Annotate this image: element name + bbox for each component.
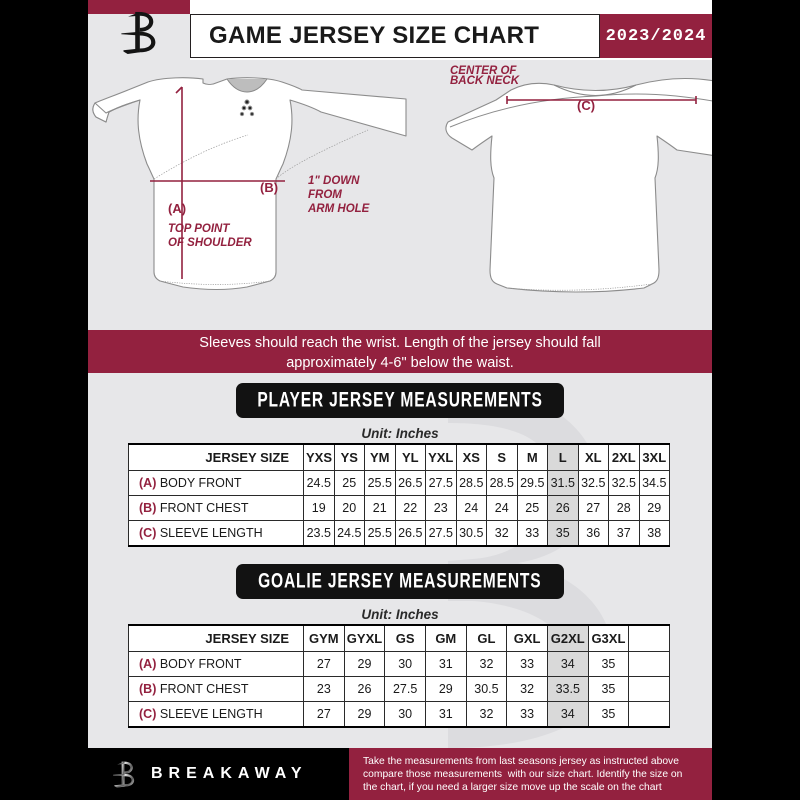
svg-text:(B): (B) — [260, 180, 278, 195]
svg-text:BACK NECK: BACK NECK — [450, 75, 520, 87]
svg-text:OF SHOULDER: OF SHOULDER — [168, 237, 252, 249]
svg-text:1" DOWN: 1" DOWN — [308, 175, 360, 187]
svg-text:TOP POINT: TOP POINT — [168, 223, 230, 235]
svg-text:(C): (C) — [577, 98, 595, 113]
svg-text:(A): (A) — [168, 201, 186, 216]
svg-text:ARM HOLE: ARM HOLE — [307, 203, 370, 215]
svg-text:FROM: FROM — [308, 189, 342, 201]
